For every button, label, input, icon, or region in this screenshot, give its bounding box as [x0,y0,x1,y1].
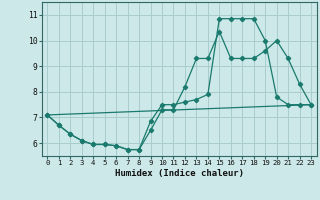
X-axis label: Humidex (Indice chaleur): Humidex (Indice chaleur) [115,169,244,178]
